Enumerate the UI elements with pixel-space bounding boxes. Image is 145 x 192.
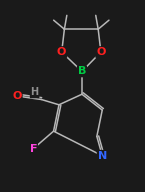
Text: O: O <box>12 91 22 101</box>
Text: O: O <box>57 47 66 57</box>
Text: O: O <box>96 47 106 57</box>
Text: H: H <box>31 88 39 98</box>
Text: F: F <box>30 144 37 154</box>
Text: B: B <box>78 66 86 76</box>
Text: N: N <box>98 151 107 161</box>
